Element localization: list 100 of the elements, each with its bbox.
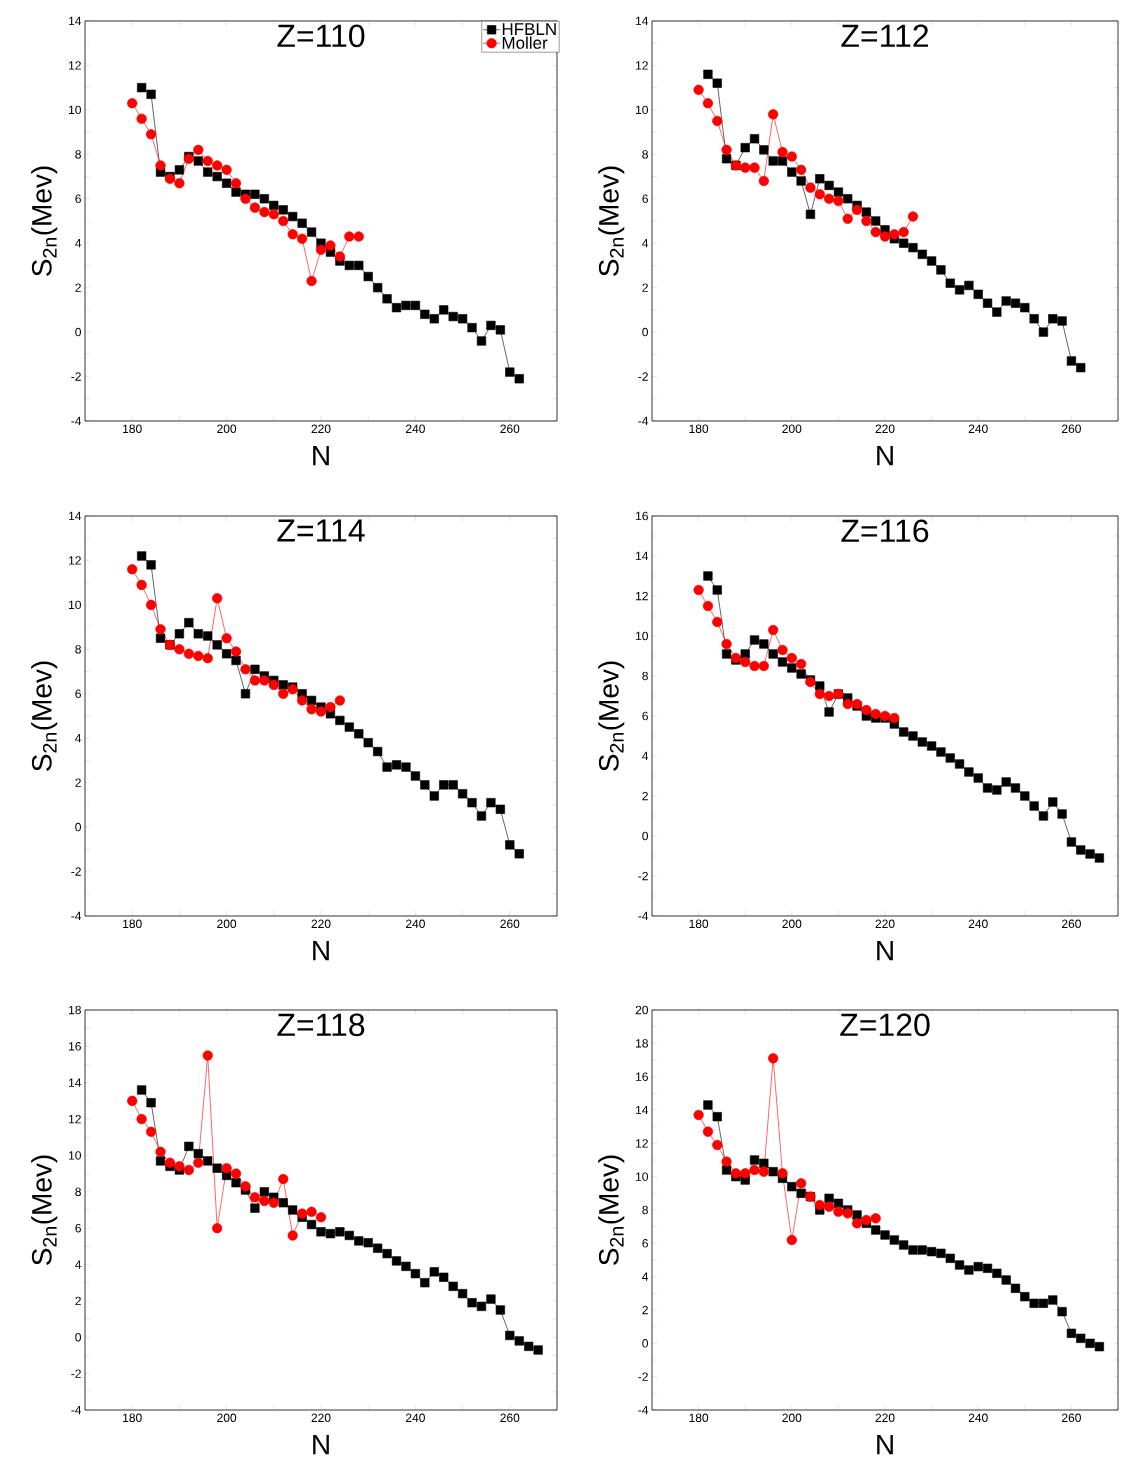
x-axis-title: N <box>313 445 329 466</box>
x-axis-title: N <box>877 940 893 961</box>
y-tick-label: -2 <box>71 867 81 876</box>
y-tick-label: 4 <box>75 1260 82 1269</box>
y-tick-label: 2 <box>75 1296 81 1306</box>
y-tick-label: 10 <box>636 1172 649 1181</box>
x-tick-label: 220 <box>311 1413 331 1423</box>
chart-title: Z=118 <box>277 1013 365 1037</box>
y-tick-label: 10 <box>636 631 649 641</box>
y-tick-label: 6 <box>642 194 648 203</box>
y-tick-label: 20 <box>635 1005 649 1015</box>
chart-title: Z=116 <box>841 519 929 543</box>
y-tick-label: -4 <box>638 1405 649 1415</box>
x-tick-label: 200 <box>782 919 802 929</box>
y-tick-label: -4 <box>71 1405 82 1415</box>
x-tick-label: 240 <box>968 1413 988 1423</box>
x-tick-label: 200 <box>782 424 802 434</box>
y-tick-label: 8 <box>75 1187 81 1197</box>
x-tick-label: 220 <box>875 424 895 434</box>
chart-title: Z=120 <box>840 1013 930 1037</box>
y-tick-label: 8 <box>75 645 81 654</box>
y-tick-label: 12 <box>636 1139 648 1148</box>
y-tick-label: -2 <box>638 372 648 381</box>
x-tick-label: 240 <box>968 424 988 434</box>
x-tick-label: 180 <box>689 919 709 929</box>
y-tick-label: 14 <box>636 1105 649 1115</box>
y-tick-label: 0 <box>75 822 81 832</box>
x-tick-label: 260 <box>500 1413 520 1423</box>
y-tick-label: -4 <box>71 416 82 426</box>
y-tick-label: -4 <box>71 911 82 921</box>
x-axis-title: N <box>877 445 893 466</box>
x-tick-label: 240 <box>405 424 425 434</box>
x-tick-label: 260 <box>1062 424 1081 434</box>
x-tick-label: 180 <box>123 919 142 929</box>
y-tick-label: 8 <box>75 150 81 159</box>
y-tick-label: 10 <box>69 1151 81 1160</box>
y-tick-label: 8 <box>642 1205 648 1215</box>
y-tick-label: 4 <box>642 1272 649 1281</box>
y-tick-label: 12 <box>69 556 81 565</box>
y-tick-label: 4 <box>75 734 82 743</box>
y-tick-label: -4 <box>638 911 649 921</box>
y-tick-label: 8 <box>642 150 648 159</box>
y-tick-label: 16 <box>69 1042 81 1051</box>
y-tick-label: 12 <box>636 591 648 601</box>
y-tick-label: 16 <box>636 511 648 521</box>
x-tick-label: 220 <box>875 1413 895 1423</box>
x-tick-label: 220 <box>875 919 895 929</box>
x-tick-label: 260 <box>500 919 520 929</box>
x-tick-label: 180 <box>689 424 709 434</box>
x-tick-label: 260 <box>1062 1413 1081 1423</box>
y-tick-label: 10 <box>69 600 81 610</box>
y-tick-label: 8 <box>642 671 648 681</box>
y-tick-label: 6 <box>75 194 81 203</box>
y-axis-title: S$_{2n}$(Mev) <box>31 166 58 276</box>
x-tick-label: 240 <box>405 919 425 929</box>
x-axis-title: N <box>877 1434 893 1455</box>
y-tick-label: 2 <box>642 283 648 292</box>
y-axis-title: S$_{2n}$(Mev) <box>598 661 625 771</box>
y-tick-label: 2 <box>642 791 648 801</box>
y-tick-label: 14 <box>69 511 82 521</box>
x-tick-label: 240 <box>405 1413 425 1423</box>
y-tick-label: 14 <box>636 16 649 26</box>
y-tick-label: 4 <box>642 239 649 248</box>
y-tick-label: -2 <box>638 1372 648 1381</box>
legend-label: Moller <box>502 36 548 49</box>
y-tick-label: 12 <box>69 61 81 70</box>
x-tick-label: 180 <box>123 424 142 434</box>
x-tick-label: 200 <box>217 1413 237 1423</box>
y-axis-title: S$_{2n}$(Mev) <box>31 661 58 771</box>
x-tick-label: 200 <box>217 919 237 929</box>
x-tick-label: 260 <box>500 424 520 434</box>
chart-title: Z=114 <box>277 519 365 542</box>
x-tick-label: 240 <box>968 919 988 929</box>
y-tick-label: 2 <box>75 283 81 292</box>
y-tick-label: 10 <box>636 105 649 115</box>
x-axis-title: N <box>313 940 329 961</box>
x-tick-label: 200 <box>782 1413 802 1423</box>
chart-title: Z=112 <box>841 24 929 47</box>
y-tick-label: 0 <box>75 327 81 337</box>
y-tick-label: 14 <box>69 1078 82 1087</box>
y-tick-label: -2 <box>71 1369 81 1378</box>
y-tick-label: 6 <box>75 1223 81 1233</box>
y-tick-label: 4 <box>642 751 649 761</box>
x-tick-label: 220 <box>311 919 331 929</box>
y-tick-label: -2 <box>638 871 648 881</box>
y-tick-label: 0 <box>642 831 649 841</box>
x-tick-label: 180 <box>689 1413 709 1423</box>
y-tick-label: 6 <box>642 1239 648 1248</box>
legend-label: HFBLN <box>502 23 556 35</box>
x-tick-label: 180 <box>123 1413 142 1423</box>
y-tick-label: 4 <box>75 239 82 248</box>
x-axis-title: N <box>313 1434 329 1455</box>
y-axis-title: S$_{2n}$(Mev) <box>598 166 625 276</box>
y-tick-label: -2 <box>71 372 81 381</box>
x-tick-label: 260 <box>1062 919 1081 929</box>
y-tick-label: 12 <box>636 61 648 70</box>
y-tick-label: 10 <box>69 105 81 115</box>
y-axis-title: S$_{2n}$(Mev) <box>31 1155 58 1265</box>
y-tick-label: 2 <box>75 778 81 787</box>
y-tick-label: -4 <box>638 416 649 426</box>
